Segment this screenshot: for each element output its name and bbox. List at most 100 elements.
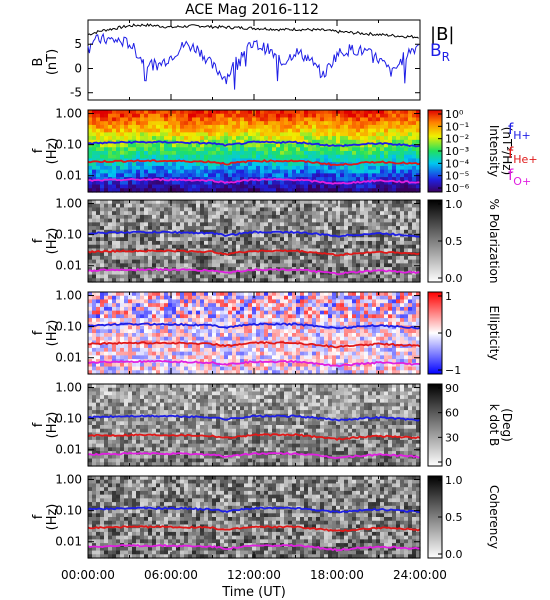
heatmap-cell: [216, 177, 221, 182]
heatmap-cell: [236, 333, 241, 338]
heatmap-cell: [168, 259, 173, 264]
heatmap-cell: [204, 147, 209, 152]
heatmap-cell: [304, 325, 309, 330]
heatmap-cell: [232, 344, 237, 349]
heatmap-cell: [308, 203, 313, 209]
heatmap-cell: [304, 188, 309, 193]
heatmap-cell: [328, 136, 333, 141]
heatmap-cell: [284, 270, 289, 276]
heatmap-cell: [292, 113, 297, 119]
heatmap-cell: [196, 188, 201, 193]
heatmap-cell: [368, 158, 373, 163]
heatmap-cell: [304, 158, 309, 163]
heatmap-cell: [180, 113, 185, 119]
heatmap-cell: [116, 169, 121, 174]
heatmap-cell: [256, 333, 261, 338]
heatmap-cell: [372, 259, 377, 264]
heatmap-cell: [132, 310, 137, 315]
heatmap-cell: [356, 229, 361, 235]
heatmap-cell: [248, 310, 253, 315]
heatmap-cell: [232, 143, 237, 148]
heatmap-cell: [160, 211, 165, 216]
heatmap-cell: [368, 136, 373, 141]
heatmap-cell: [88, 222, 93, 227]
heatmap-cell: [412, 237, 417, 242]
heatmap-cell: [120, 362, 125, 368]
heatmap-cell: [252, 147, 257, 152]
heatmap-cell: [408, 218, 413, 223]
heatmap-cell: [124, 143, 129, 148]
heatmap-cell: [244, 200, 249, 205]
heatmap-cell: [208, 241, 213, 246]
colorbar-tick-label: 10⁰: [445, 108, 464, 121]
heatmap-cell: [388, 132, 393, 137]
heatmap-cell: [224, 248, 229, 253]
heatmap-cell: [300, 188, 305, 193]
heatmap-cell: [416, 139, 421, 145]
heatmap-cell: [140, 233, 145, 238]
heatmap-cell: [160, 113, 165, 119]
heatmap-cell: [388, 244, 393, 250]
heatmap-cell: [144, 188, 149, 193]
heatmap-cell: [92, 180, 97, 186]
heatmap-cell: [196, 113, 201, 119]
heatmap-cell: [256, 117, 261, 122]
heatmap-cell: [324, 177, 329, 182]
heatmap-cell: [116, 211, 121, 216]
heatmap-cell: [272, 124, 277, 130]
heatmap-cell: [256, 351, 261, 356]
heatmap-cell: [312, 151, 317, 156]
heatmap-cell: [324, 151, 329, 156]
heatmap-cell: [392, 244, 397, 250]
heatmap-cell: [172, 143, 177, 148]
heatmap-cell: [116, 173, 121, 178]
heatmap-cell: [324, 241, 329, 246]
heatmap-cell: [160, 278, 165, 283]
heatmap-cell: [404, 151, 409, 156]
heatmap-cell: [388, 255, 393, 261]
heatmap-cell: [396, 158, 401, 163]
heatmap-cell: [124, 355, 129, 360]
heatmap-cell: [216, 351, 221, 356]
heatmap-cell: [112, 306, 117, 312]
heatmap-cell: [136, 259, 141, 264]
heatmap-cell: [284, 292, 289, 297]
heatmap-cell: [256, 259, 261, 264]
heatmap-cell: [388, 267, 393, 272]
heatmap-cell: [300, 244, 305, 250]
heatmap-cell: [120, 241, 125, 246]
heatmap-cell: [304, 139, 309, 145]
heatmap-cell: [292, 292, 297, 297]
heatmap-cell: [324, 154, 329, 160]
heatmap-cell: [372, 184, 377, 189]
heatmap-cell: [340, 244, 345, 250]
heatmap-cell: [208, 255, 213, 261]
heatmap-cell: [288, 226, 293, 231]
heatmap-cell: [200, 162, 205, 167]
heatmap-cell: [280, 263, 285, 268]
heatmap-cell: [280, 299, 285, 304]
heatmap-cell: [112, 218, 117, 223]
heatmap-cell: [112, 113, 117, 119]
heatmap-cell: [372, 248, 377, 253]
heatmap-cell: [204, 113, 209, 119]
heatmap-cell: [224, 355, 229, 360]
heatmap-cell: [192, 218, 197, 223]
heatmap-cell: [380, 165, 385, 171]
heatmap-cell: [348, 147, 353, 152]
heatmap-cell: [312, 274, 317, 279]
heatmap-cell: [172, 303, 177, 308]
heatmap-cell: [248, 366, 253, 371]
heatmap-cell: [200, 151, 205, 156]
heatmap-cell: [376, 255, 381, 261]
heatmap-cell: [384, 121, 389, 126]
heatmap-cell: [340, 255, 345, 261]
heatmap-cell: [228, 173, 233, 178]
heatmap-cell: [184, 173, 189, 178]
heatmap-cell: [172, 329, 177, 334]
heatmap-cell: [240, 214, 245, 220]
heatmap-cell: [396, 270, 401, 276]
heatmap-cell: [244, 214, 249, 220]
heatmap-cell: [108, 278, 113, 283]
heatmap-cell: [252, 333, 257, 338]
